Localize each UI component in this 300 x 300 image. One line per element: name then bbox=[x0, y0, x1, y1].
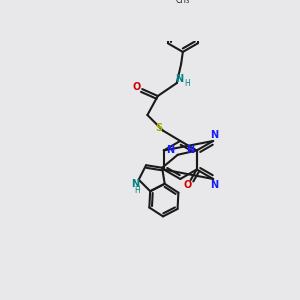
Text: S: S bbox=[155, 123, 162, 133]
Text: N: N bbox=[210, 180, 218, 190]
Text: O: O bbox=[133, 82, 141, 92]
Text: O: O bbox=[183, 180, 191, 190]
Text: N: N bbox=[210, 130, 218, 140]
Text: H: H bbox=[184, 79, 190, 88]
Text: N: N bbox=[166, 145, 174, 154]
Text: N: N bbox=[131, 179, 139, 189]
Text: N: N bbox=[175, 74, 184, 84]
Text: N: N bbox=[187, 145, 195, 154]
Text: CH₃: CH₃ bbox=[176, 0, 190, 4]
Text: H: H bbox=[134, 186, 140, 195]
